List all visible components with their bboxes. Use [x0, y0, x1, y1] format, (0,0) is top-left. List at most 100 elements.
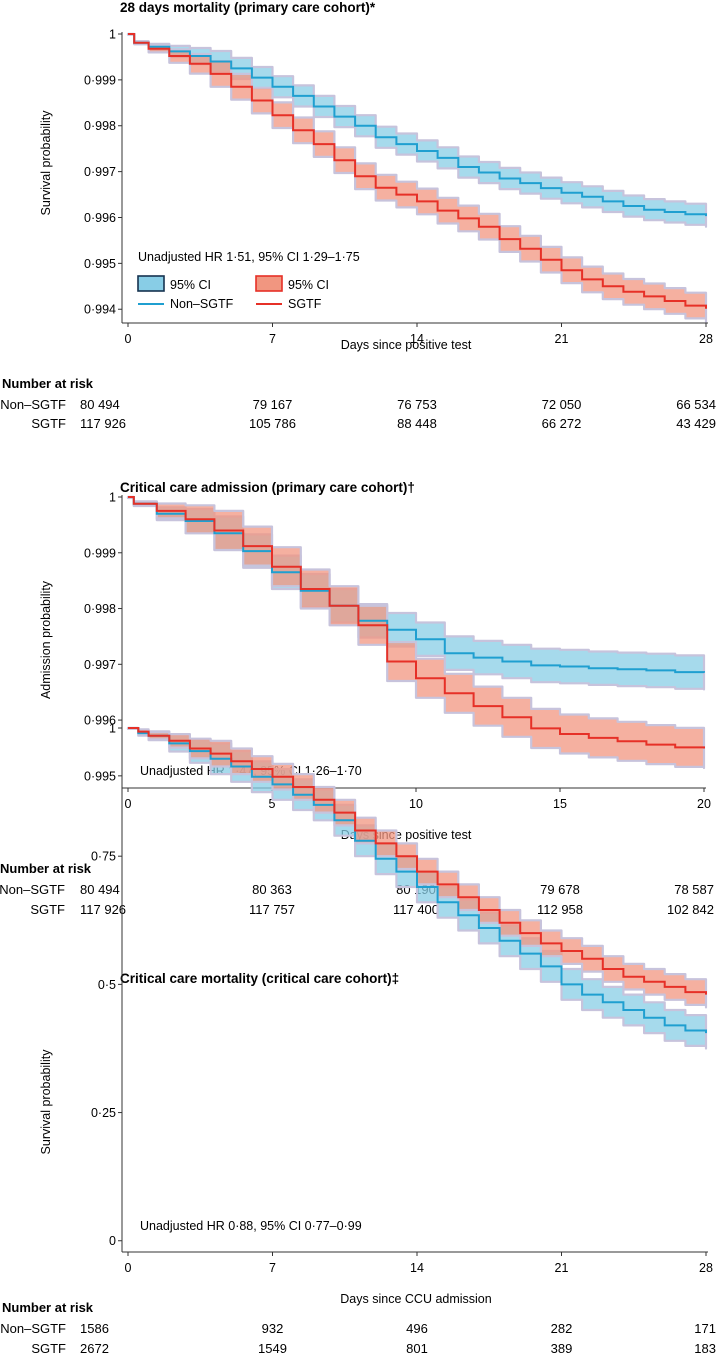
risk-value: 117 926: [80, 902, 126, 917]
x-axis-label: Days since positive test: [341, 338, 472, 352]
y-tick-label: 0·5: [98, 978, 116, 992]
x-tick-label: 0: [125, 797, 132, 811]
y-axis-label: Survival probability: [39, 110, 53, 216]
plot-area: [126, 32, 708, 323]
x-tick-label: 10: [409, 797, 423, 811]
risk-row-label: Non–SGTF: [0, 397, 66, 412]
risk-value: 801: [406, 1341, 428, 1356]
survival-line-sgtf: [128, 33, 707, 309]
x-tick-label: 0: [125, 332, 132, 346]
plot-area: [126, 726, 708, 1050]
y-tick-label: 0·997: [84, 165, 116, 179]
panel-28-day-mortality: 28 days mortality (primary care cohort)*…: [0, 0, 716, 431]
panel-critical-care-admission: Critical care admission (primary care co…: [0, 480, 714, 917]
panel-title: Critical care mortality (critical care c…: [120, 971, 399, 986]
risk-value: 88 448: [397, 416, 437, 431]
panel-critical-care-mortality: Critical care mortality (critical care c…: [0, 722, 716, 1357]
y-tick-label: 1: [109, 722, 116, 736]
panel-title: Critical care admission (primary care co…: [120, 480, 415, 495]
risk-value: 105 786: [249, 416, 296, 431]
survival-line-sgtf: [128, 727, 707, 995]
x-axis-label: Days since CCU admission: [340, 1292, 491, 1306]
risk-value: 282: [551, 1321, 573, 1336]
y-tick-label: 0·75: [91, 850, 116, 864]
risk-value: 389: [551, 1341, 573, 1356]
hr-annotation: Unadjusted HR 0·88, 95% CI 0·77–0·99: [140, 1219, 362, 1233]
risk-table-header: Number at risk: [2, 1300, 94, 1315]
risk-row-label: SGTF: [31, 1341, 66, 1356]
risk-value: 66 272: [542, 416, 582, 431]
legend-nonsgtf-label: Non–SGTF: [170, 297, 234, 311]
x-tick-label: 21: [555, 1261, 569, 1275]
risk-row-label: Non–SGTF: [0, 1321, 66, 1336]
x-tick-label: 14: [410, 332, 424, 346]
y-tick-label: 0·994: [84, 303, 116, 317]
risk-value: 43 429: [676, 416, 716, 431]
legend-ci-sgtf-label: 95% CI: [288, 278, 329, 292]
hr-annotation: Unadjusted HR 1·51, 95% CI 1·29–1·75: [138, 250, 360, 264]
x-tick-label: 14: [410, 1261, 424, 1275]
risk-row-label: SGTF: [30, 902, 65, 917]
y-tick-label: 0·999: [84, 73, 116, 87]
y-tick-label: 0·995: [84, 257, 116, 271]
x-tick-label: 0: [125, 1261, 132, 1275]
risk-table-header: Number at risk: [2, 376, 94, 391]
risk-value: 79 167: [253, 397, 293, 412]
risk-row-label: Non–SGTF: [0, 882, 65, 897]
y-axis-label: Survival probability: [39, 1049, 53, 1155]
risk-value: 932: [262, 1321, 284, 1336]
legend: 95% CI 95% CI Non–SGTF SGTF: [137, 275, 329, 311]
risk-value: 496: [406, 1321, 428, 1336]
x-tick-label: 5: [269, 797, 276, 811]
risk-value: 183: [694, 1341, 716, 1356]
risk-value: 80 494: [80, 397, 120, 412]
y-tick-label: 0·25: [91, 1106, 116, 1120]
risk-value: 79 678: [540, 882, 580, 897]
risk-value: 72 050: [542, 397, 582, 412]
legend-ci-nonsgtf-label: 95% CI: [170, 278, 211, 292]
x-tick-label: 28: [699, 1261, 713, 1275]
survival-line-sgtf: [128, 496, 705, 749]
risk-value: 117 400: [393, 902, 439, 917]
risk-value: 2672: [80, 1341, 109, 1356]
risk-value: 171: [694, 1321, 716, 1336]
y-tick-label: 0: [109, 1234, 116, 1248]
risk-table: Number at risk Non–SGTF 1586 932 496 282 171 SG…: [0, 1300, 716, 1356]
panel-title: 28 days mortality (primary care cohort)*: [120, 0, 376, 15]
risk-value: 76 753: [397, 397, 437, 412]
plot-area: [126, 495, 706, 770]
x-tick-label: 7: [269, 332, 276, 346]
y-tick-label: 1: [109, 491, 116, 505]
risk-value: 112 958: [537, 902, 583, 917]
legend-ci-nonsgtf-swatch: [137, 275, 165, 292]
x-tick-label: 28: [699, 332, 713, 346]
x-tick-label: 21: [555, 332, 569, 346]
risk-value: 117 926: [80, 416, 126, 431]
survival-line-nonsgtf: [128, 33, 707, 217]
legend-ci-sgtf-swatch: [255, 275, 283, 292]
x-tick-label: 20: [697, 797, 711, 811]
x-tick-label: 15: [553, 797, 567, 811]
risk-value: 1549: [258, 1341, 287, 1356]
y-tick-label: 0·997: [84, 658, 116, 672]
risk-value: 78 587: [674, 882, 714, 897]
y-tick-label: 0·998: [84, 602, 116, 616]
y-tick-label: 0·996: [84, 211, 116, 225]
risk-value: 1586: [80, 1321, 109, 1336]
risk-value: 80 494: [80, 882, 120, 897]
x-tick-label: 7: [269, 1261, 276, 1275]
risk-value: 117 757: [249, 902, 295, 917]
risk-value: 80 363: [252, 882, 292, 897]
risk-value: 66 534: [676, 397, 716, 412]
risk-table-header: Number at risk: [0, 861, 92, 876]
y-tick-label: 0·995: [84, 769, 116, 783]
ci-band-sgtf: [126, 32, 708, 323]
legend-sgtf-label: SGTF: [288, 297, 322, 311]
y-tick-label: 0·998: [84, 119, 116, 133]
y-tick-label: 0·996: [84, 714, 116, 728]
risk-table: Number at risk Non–SGTF 80 494 79 167 76 753…: [0, 376, 716, 431]
